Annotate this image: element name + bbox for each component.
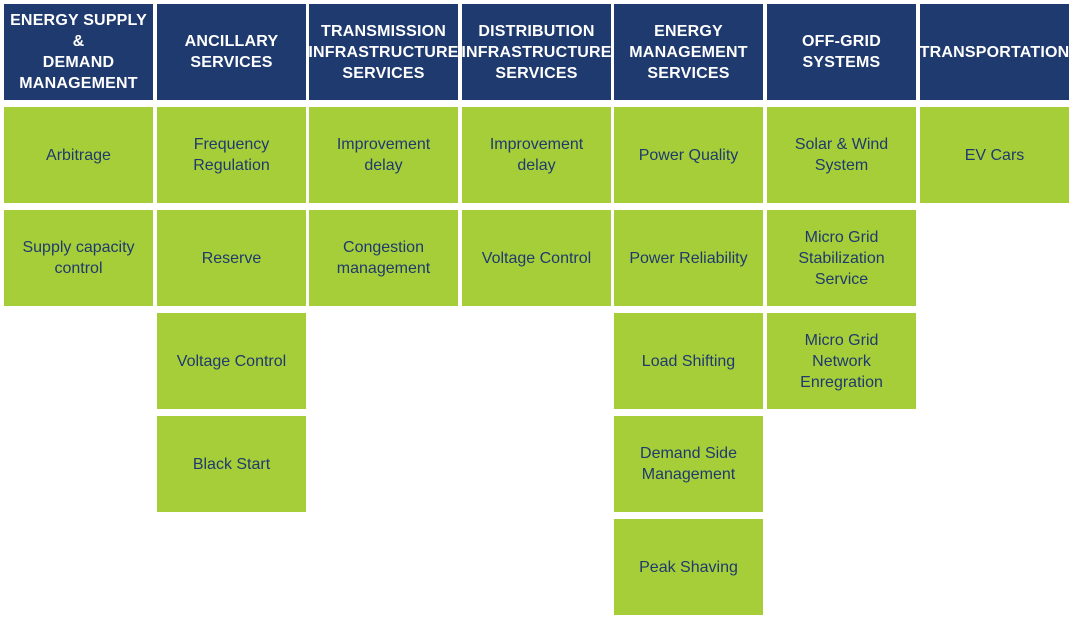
column-header: TRANSMISSION INFRASTRUCTURE SERVICES [308, 4, 458, 100]
service-cell: EV Cars [920, 107, 1069, 203]
service-cell: Peak Shaving [614, 519, 763, 615]
column-header: TRANSPORTATION [920, 4, 1069, 100]
service-cell: Congestion management [309, 210, 458, 306]
service-cell: Voltage Control [157, 313, 306, 409]
service-cell: Improvement delay [462, 107, 611, 203]
column-header: DISTRIBUTION INFRASTRUCTURE SERVICES [461, 4, 611, 100]
service-cell: Arbitrage [4, 107, 153, 203]
service-cell: Supply capacity control [4, 210, 153, 306]
service-cell: Black Start [157, 416, 306, 512]
service-cell: Demand Side Management [614, 416, 763, 512]
service-cell: Micro Grid Stabilization Service [767, 210, 916, 306]
service-cell: Reserve [157, 210, 306, 306]
service-cell: Improvement delay [309, 107, 458, 203]
service-cell: Frequency Regulation [157, 107, 306, 203]
service-cell: Load Shifting [614, 313, 763, 409]
service-cell: Micro Grid Network Enregration [767, 313, 916, 409]
column-header: ENERGY SUPPLY & DEMAND MANAGEMENT [4, 4, 153, 100]
column-header: ANCILLARY SERVICES [157, 4, 306, 100]
service-cell: Voltage Control [462, 210, 611, 306]
column-header: OFF-GRID SYSTEMS [767, 4, 916, 100]
column-header: ENERGY MANAGEMENT SERVICES [614, 4, 763, 100]
service-cell: Power Quality [614, 107, 763, 203]
service-cell: Solar & Wind System [767, 107, 916, 203]
service-cell: Power Reliability [614, 210, 763, 306]
